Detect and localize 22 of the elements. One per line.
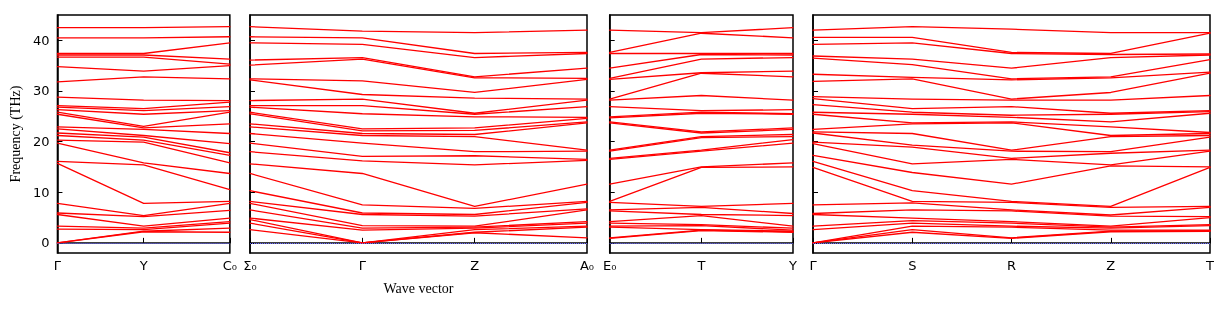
x-tick-label: C₀ — [222, 258, 237, 273]
x-tick-label: R — [1006, 258, 1017, 273]
x-axis-title: Wave vector — [383, 280, 454, 296]
y-tick-label: 0 — [41, 235, 50, 251]
x-tick-label: Z — [470, 258, 480, 273]
x-tick-label: E₀ — [602, 258, 617, 273]
x-tick-label: T — [696, 258, 706, 273]
y-tick-label: 40 — [32, 32, 50, 48]
x-tick-label: T — [1205, 258, 1215, 273]
x-tick-label: A₀ — [579, 258, 595, 273]
x-tick-label: S — [908, 258, 917, 273]
x-tick-label: Γ — [809, 258, 818, 273]
x-tick-label: Z — [1106, 258, 1116, 273]
y-tick-label: 10 — [32, 184, 50, 200]
x-tick-label: Y — [788, 258, 798, 273]
y-tick-label: 30 — [32, 83, 50, 99]
x-tick-label: Γ — [358, 258, 367, 273]
y-axis-title: Frequency (THz) — [7, 85, 24, 183]
x-tick-label: Σ₀ — [243, 258, 257, 273]
y-tick-label: 20 — [32, 134, 50, 150]
x-tick-label: Y — [138, 258, 148, 273]
x-tick-label: Γ — [53, 258, 62, 273]
